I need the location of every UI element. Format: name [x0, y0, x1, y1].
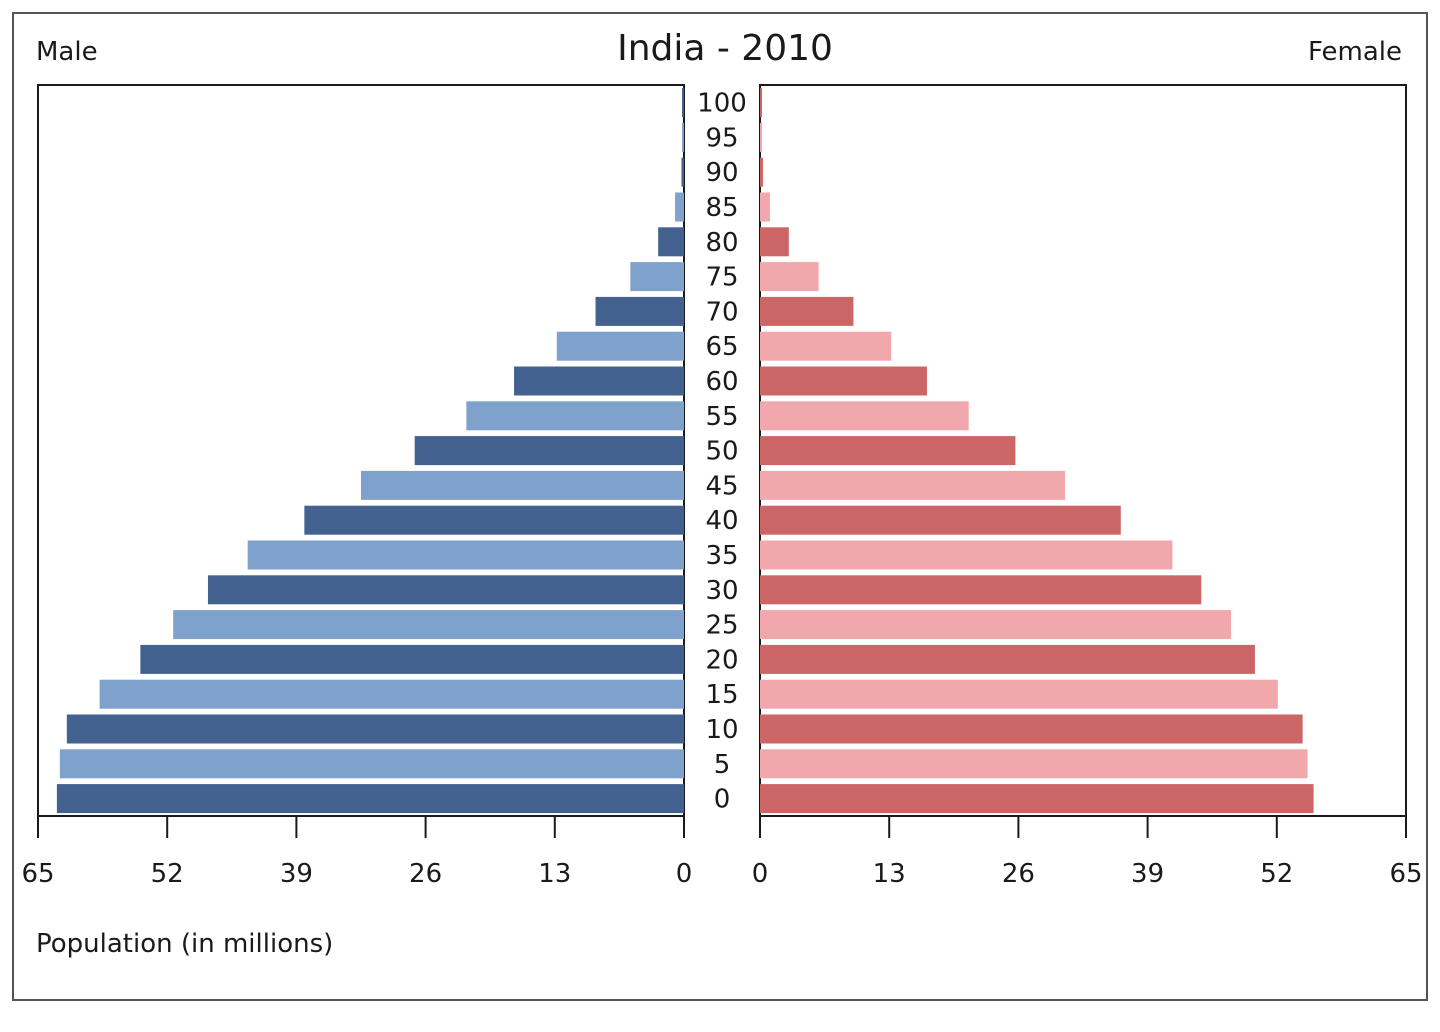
female-bar-65 — [760, 331, 892, 361]
female-bar-40 — [760, 505, 1121, 535]
x-axis-label: Population (in millions) — [36, 929, 333, 959]
age-label-70: 70 — [705, 297, 738, 327]
male-bars — [56, 88, 685, 814]
age-label-30: 30 — [705, 576, 738, 606]
female-bar-55 — [760, 401, 969, 431]
male-bar-70 — [595, 296, 684, 326]
age-label-35: 35 — [705, 541, 738, 571]
age-label-25: 25 — [705, 611, 738, 641]
age-label-100: 100 — [697, 89, 747, 119]
male-bar-90 — [681, 157, 684, 187]
male-bar-15 — [99, 679, 684, 709]
age-label-40: 40 — [705, 506, 738, 536]
female-x-tick-label: 52 — [1260, 859, 1293, 889]
male-bar-80 — [658, 227, 684, 257]
female-bar-15 — [760, 679, 1278, 709]
male-x-tick-label: 26 — [409, 859, 442, 889]
chart-title: India - 2010 — [617, 28, 833, 69]
male-bar-30 — [207, 575, 684, 605]
male-bar-60 — [514, 366, 684, 396]
age-label-95: 95 — [705, 123, 738, 153]
age-label-60: 60 — [705, 367, 738, 397]
male-bar-5 — [59, 749, 684, 779]
female-bar-35 — [760, 540, 1173, 570]
male-bar-25 — [173, 610, 684, 640]
female-x-axis: 0 13 26 39 52 65 — [752, 816, 1423, 889]
male-bar-65 — [556, 331, 684, 361]
female-bar-30 — [760, 575, 1202, 605]
male-bar-0 — [56, 784, 685, 814]
male-label: Male — [36, 37, 98, 67]
figure-border — [12, 12, 1428, 1001]
male-x-tick-label: 65 — [21, 859, 54, 889]
male-bar-10 — [66, 714, 685, 744]
female-bar-70 — [760, 296, 854, 326]
age-label-85: 85 — [705, 193, 738, 223]
female-bar-60 — [760, 366, 927, 396]
female-bar-100 — [760, 88, 762, 118]
male-x-axis: 65 52 39 26 13 0 — [21, 816, 692, 889]
male-x-tick-label: 0 — [676, 859, 693, 889]
female-bar-45 — [760, 470, 1066, 500]
age-label-50: 50 — [705, 437, 738, 467]
male-bar-95 — [682, 122, 684, 152]
age-label-10: 10 — [705, 715, 738, 745]
male-bar-35 — [247, 540, 684, 570]
female-bar-20 — [760, 644, 1255, 674]
female-x-tick-label: 65 — [1389, 859, 1422, 889]
male-bar-40 — [304, 505, 684, 535]
male-bar-50 — [414, 436, 684, 466]
male-bar-45 — [361, 470, 684, 500]
female-bar-80 — [760, 227, 789, 257]
age-label-75: 75 — [705, 263, 738, 293]
age-label-5: 5 — [714, 750, 731, 780]
age-label-80: 80 — [705, 228, 738, 258]
female-x-tick-label: 13 — [873, 859, 906, 889]
female-x-tick-label: 26 — [1002, 859, 1035, 889]
male-bar-85 — [675, 192, 684, 222]
male-x-tick-label: 39 — [280, 859, 313, 889]
female-x-tick-label: 0 — [752, 859, 769, 889]
female-bar-90 — [760, 157, 763, 187]
age-label-0: 0 — [714, 785, 731, 815]
female-x-tick-label: 39 — [1131, 859, 1164, 889]
age-label-65: 65 — [705, 332, 738, 362]
male-bar-55 — [466, 401, 684, 431]
female-bar-5 — [760, 749, 1308, 779]
age-label-90: 90 — [705, 158, 738, 188]
female-bar-95 — [760, 122, 762, 152]
male-x-tick-label: 13 — [538, 859, 571, 889]
female-bar-50 — [760, 436, 1016, 466]
female-bars — [760, 88, 1314, 814]
age-label-45: 45 — [705, 471, 738, 501]
female-label: Female — [1308, 37, 1402, 67]
age-label-20: 20 — [705, 645, 738, 675]
female-bar-10 — [760, 714, 1303, 744]
female-bar-25 — [760, 610, 1232, 640]
male-x-tick-label: 52 — [151, 859, 184, 889]
female-bar-85 — [760, 192, 770, 222]
male-bar-100 — [682, 88, 684, 118]
female-bar-75 — [760, 262, 819, 292]
male-bar-75 — [630, 262, 684, 292]
female-bar-0 — [760, 784, 1314, 814]
age-label-15: 15 — [705, 680, 738, 710]
age-label-55: 55 — [705, 402, 738, 432]
age-labels: 0 5 10 15 20 25 30 35 40 45 50 55 60 65 70 75 80 85 90 95 10… — [697, 89, 747, 815]
male-bar-20 — [140, 644, 684, 674]
